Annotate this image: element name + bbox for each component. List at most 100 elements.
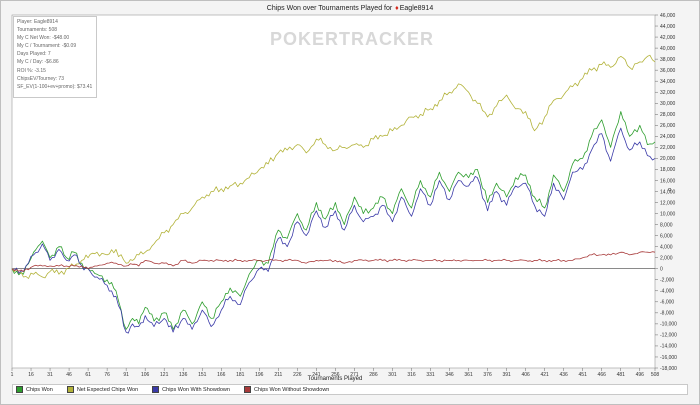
x-tick-label: 31: [47, 372, 53, 378]
x-tick-label: 256: [331, 372, 340, 378]
x-tick-label: 136: [179, 372, 188, 378]
x-tick-label: 421: [540, 372, 549, 378]
stat-line: Player: Eagle8914: [17, 19, 58, 25]
y-tick-label: 28,000: [660, 112, 676, 118]
y-tick-label: -18,000: [660, 366, 677, 372]
legend-item-without-showdown[interactable]: Chips Won Without Showdown: [243, 386, 330, 393]
y-tick-label: -14,000: [660, 344, 677, 350]
x-tick-label: 271: [350, 372, 359, 378]
x-tick-label: 316: [407, 372, 416, 378]
y-tick-label: -16,000: [660, 355, 677, 361]
x-tick-label: 286: [369, 372, 378, 378]
x-tick-label: 106: [141, 372, 150, 378]
y-tick-label: 24,000: [660, 134, 676, 140]
chart-title-text: Chips Won over Tournaments Played for: [266, 5, 393, 12]
x-tick-label: 181: [236, 372, 245, 378]
x-tick-label: 481: [617, 372, 626, 378]
y-tick-label: -2,000: [660, 278, 674, 284]
player-name: Eagle8914: [399, 5, 434, 12]
series-line-net-expected-chips-won: [11, 54, 656, 279]
y-tick-label: 2,000: [660, 255, 673, 261]
x-tick-label: 376: [483, 372, 492, 378]
x-tick-label: 226: [293, 372, 302, 378]
x-tick-label: 211: [274, 372, 282, 378]
y-tick-label: 40,000: [660, 46, 676, 52]
y-axis-marker-icon: ¤: [668, 188, 671, 194]
pokertracker-watermark: POKERTRACKER: [270, 29, 435, 49]
y-tick-label: 0: [660, 267, 663, 273]
x-tick-label: 451: [579, 372, 588, 378]
x-tick-label: 16: [28, 372, 34, 378]
plot-area: [11, 14, 656, 369]
legend-swatch: [16, 386, 23, 393]
x-tick-label: 331: [426, 372, 435, 378]
x-tick-label: 436: [560, 372, 569, 378]
stats-box: Player: Eagle8914 Tournaments: 508 My C …: [13, 16, 97, 98]
y-tick-label: -8,000: [660, 311, 674, 317]
x-tick-label: 1: [11, 372, 14, 378]
y-tick-label: 32,000: [660, 90, 676, 96]
x-tick-label: 121: [160, 372, 169, 378]
y-tick-label: 42,000: [660, 35, 676, 41]
legend-item-net-expected[interactable]: Net Expected Chips Won: [66, 386, 138, 393]
y-tick-label: 36,000: [660, 68, 676, 74]
x-tick-label: 496: [636, 372, 645, 378]
y-tick-label: 16,000: [660, 178, 676, 184]
y-tick-label: 22,000: [660, 145, 676, 151]
y-tick-label: 46,000: [660, 13, 676, 19]
y-tick-label: 38,000: [660, 57, 676, 63]
y-tick-label: 34,000: [660, 79, 676, 85]
x-tick-label: 406: [521, 372, 530, 378]
stat-line: My C / Tournament: -$0.09: [17, 43, 77, 50]
legend-swatch: [243, 386, 251, 393]
y-tick-label: 30,000: [660, 101, 676, 107]
y-tick-label: -12,000: [660, 333, 677, 339]
y-tick-label: 8,000: [660, 222, 673, 228]
x-axis-label: Tournaments Played: [307, 376, 363, 382]
x-tick-label: 151: [198, 372, 207, 378]
legend-label: Chips Won With Showdown: [162, 386, 230, 393]
y-tick-label: -6,000: [660, 300, 674, 306]
x-tick-label: 196: [255, 372, 264, 378]
x-tick-label: 46: [66, 372, 72, 378]
stat-line: Tournaments: 508: [17, 27, 58, 34]
y-tick-label: 20,000: [660, 156, 676, 162]
legend-item-chips-won[interactable]: Chips Won: [16, 386, 53, 393]
x-tick-label: 346: [445, 372, 454, 378]
stat-line: SF_EV(1-100+ev+promo): $73.41: [17, 83, 93, 90]
stat-line: ROI %: -3.15: [17, 67, 46, 74]
y-tick-label: 12,000: [660, 200, 676, 206]
x-tick-label: 361: [464, 372, 473, 378]
x-tick-label: 508: [651, 372, 660, 378]
legend-label: Chips Won Without Showdown: [253, 386, 330, 393]
y-tick-label: 26,000: [660, 123, 676, 129]
y-tick-label: 14,000: [660, 189, 676, 195]
legend-swatch: [66, 386, 74, 393]
x-tick-label: 241: [312, 372, 321, 378]
y-tick-label: 44,000: [660, 24, 676, 30]
stat-line: My C Net Won: -$48.00: [17, 35, 70, 42]
stat-line: ChipsEV/Tourney: 73: [17, 75, 64, 82]
x-tick-label: 391: [502, 372, 511, 378]
x-tick-label: 91: [123, 372, 129, 378]
series-line-chips-won: [11, 111, 656, 330]
y-tick-label: -4,000: [660, 289, 674, 295]
y-tick-label: 10,000: [660, 211, 676, 217]
x-tick-label: 166: [217, 372, 226, 378]
chart-title: Chips Won over Tournaments Played for ♦E…: [0, 5, 700, 12]
y-tick-label: 6,000: [660, 233, 673, 239]
x-tick-label: 61: [85, 372, 91, 378]
series-line-chips-won-without-showdown: [11, 251, 656, 272]
x-tick-label: 466: [598, 372, 607, 378]
y-tick-label: 18,000: [660, 167, 676, 173]
stat-line: My C / Day: -$6.86: [17, 59, 59, 66]
legend-item-with-showdown[interactable]: Chips Won With Showdown: [152, 386, 230, 393]
x-tick-label: 301: [388, 372, 397, 378]
stat-line: Days Played: 7: [17, 51, 51, 58]
series-line-chips-won-with-showdown: [11, 127, 656, 334]
legend-label: Chips Won: [26, 386, 53, 393]
x-tick-label: 76: [104, 372, 110, 378]
y-tick-label: 4,000: [660, 244, 673, 250]
chart-legend: Chips Won Net Expected Chips Won Chips W…: [12, 384, 688, 395]
